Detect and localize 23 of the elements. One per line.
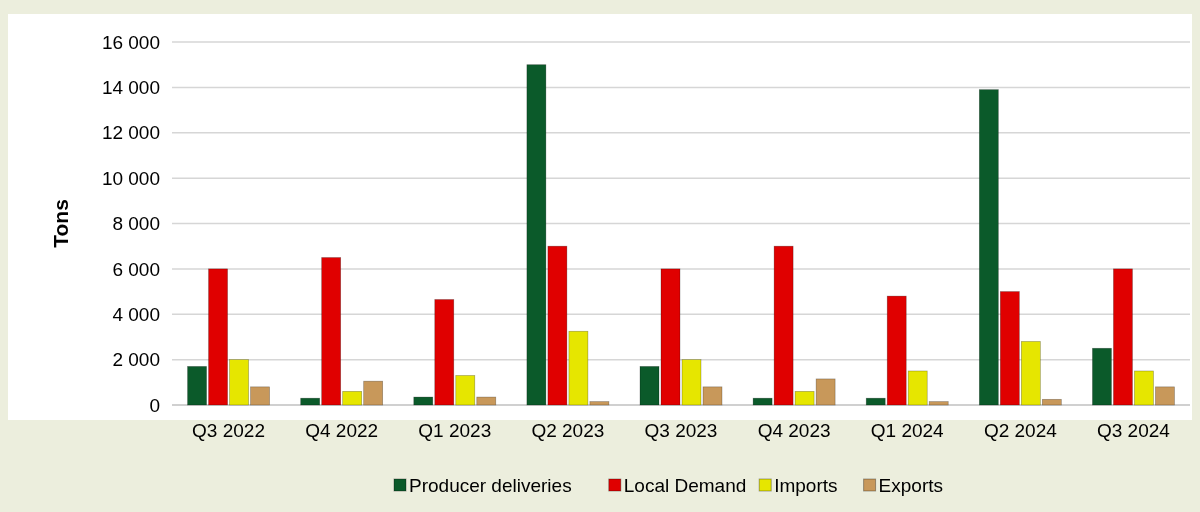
x-tick-label: Q4 2023 xyxy=(757,420,831,441)
y-tick-label: 0 xyxy=(149,394,160,416)
legend-label: Producer deliveries xyxy=(409,474,572,496)
y-tick-label: 16 000 xyxy=(101,31,160,53)
x-tick-label: Q2 2024 xyxy=(983,420,1058,441)
x-tick-label: Q3 2023 xyxy=(644,420,718,441)
y-tick-label: 8 000 xyxy=(112,213,160,235)
x-tick-label: Q3 2024 xyxy=(1096,420,1171,441)
y-tick-label: 12 000 xyxy=(101,122,160,144)
x-tick-label: Q2 2023 xyxy=(531,420,605,441)
legend-label: Imports xyxy=(774,474,838,496)
x-tick-label: Q1 2023 xyxy=(418,420,492,441)
y-tick-label: 4 000 xyxy=(112,303,160,325)
y-axis-title: Tons xyxy=(49,199,72,248)
x-tick-label: Q1 2024 xyxy=(870,420,945,441)
y-tick-label: 2 000 xyxy=(112,349,160,371)
legend-label: Local Demand xyxy=(623,474,747,496)
y-tick-label: 6 000 xyxy=(112,258,160,280)
x-tick-label: Q4 2022 xyxy=(305,420,379,441)
x-tick-label: Q3 2022 xyxy=(192,420,266,441)
y-tick-label: 10 000 xyxy=(101,167,160,189)
legend-label: Exports xyxy=(878,474,944,496)
y-tick-label: 14 000 xyxy=(101,77,160,99)
